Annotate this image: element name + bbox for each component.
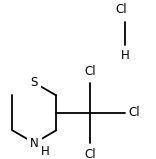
Text: S: S: [31, 76, 38, 89]
Text: N: N: [30, 137, 39, 150]
Text: H: H: [41, 145, 50, 158]
Text: Cl: Cl: [85, 148, 96, 159]
Text: Cl: Cl: [85, 65, 96, 78]
Text: Cl: Cl: [128, 106, 140, 119]
Text: Cl: Cl: [116, 3, 127, 16]
Text: H: H: [120, 49, 129, 62]
